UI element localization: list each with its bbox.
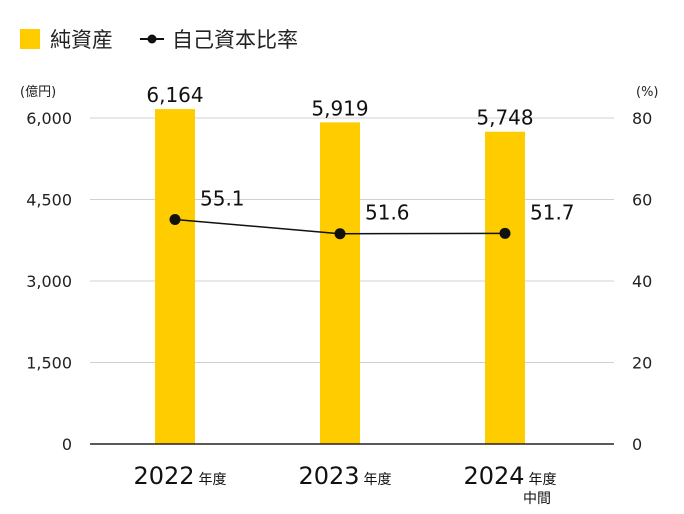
legend-bar-label: 純資産	[50, 28, 113, 52]
bar	[320, 122, 360, 444]
left-tick-label: 1,500	[26, 354, 72, 373]
bar-value-label: 5,919	[311, 96, 368, 120]
legend: 純資産 自己資本比率	[20, 28, 298, 52]
legend-bar-swatch	[20, 29, 40, 49]
category-note: 中間	[523, 491, 551, 507]
ratio-value-label: 55.1	[200, 186, 245, 210]
category-label: 2023 年度	[298, 462, 391, 490]
category-year: 2024	[463, 462, 524, 490]
legend-line-label: 自己資本比率	[172, 28, 298, 52]
right-tick-label: 0	[632, 435, 642, 454]
ratio-point	[169, 213, 181, 225]
category-year: 2022	[133, 462, 194, 490]
ratio-point	[334, 228, 346, 240]
right-tick-label: 80	[632, 109, 652, 128]
bar-value-label: 5,748	[476, 106, 533, 130]
bar-series: 6,164 5,919 5,748	[146, 83, 534, 445]
category-label: 2022 年度	[133, 462, 226, 490]
category-suffix: 年度	[529, 472, 557, 488]
category-label: 2024 年度	[463, 462, 556, 490]
left-tick-label: 3,000	[26, 272, 72, 291]
left-tick-label: 4,500	[26, 191, 72, 210]
left-tick-label: 0	[62, 435, 72, 454]
right-tick-label: 60	[632, 191, 652, 210]
ratio-point	[499, 227, 511, 239]
left-axis-unit: (億円)	[20, 84, 56, 100]
legend-line-marker	[147, 34, 157, 44]
right-axis-ticks: 0 20 40 60 80	[632, 109, 652, 454]
ratio-value-label: 51.7	[530, 200, 575, 224]
category-suffix: 年度	[199, 472, 227, 488]
right-tick-label: 20	[632, 354, 652, 373]
right-tick-label: 40	[632, 272, 652, 291]
bar	[485, 131, 525, 444]
category-suffix: 年度	[364, 472, 392, 488]
bar-value-label: 6,164	[146, 83, 203, 107]
left-axis-ticks: 0 1,500 3,000 4,500 6,000	[26, 109, 72, 454]
left-tick-label: 6,000	[26, 109, 72, 128]
bar	[155, 109, 195, 445]
right-axis-unit: (%)	[636, 85, 659, 100]
ratio-value-label: 51.6	[365, 201, 410, 225]
category-year: 2023	[298, 462, 359, 490]
line-series: 55.1 51.6 51.7	[169, 186, 575, 240]
